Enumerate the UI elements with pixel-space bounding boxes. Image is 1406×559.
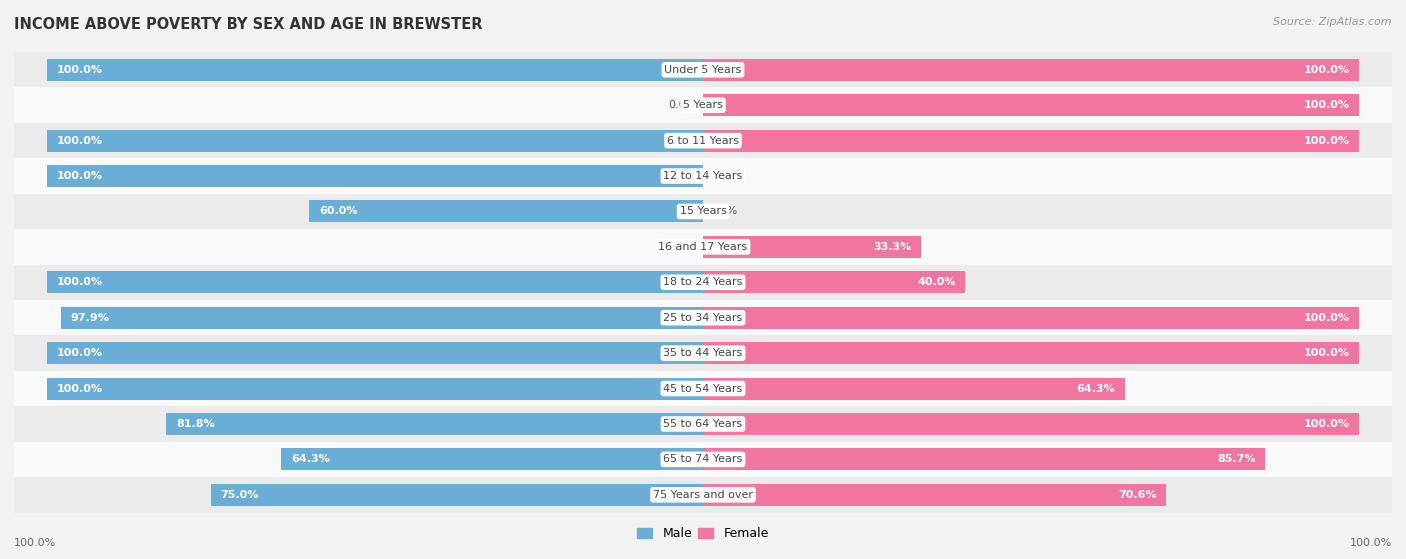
Text: 64.3%: 64.3% bbox=[291, 454, 329, 465]
Text: 0.0%: 0.0% bbox=[668, 242, 696, 252]
Text: 25 to 34 Years: 25 to 34 Years bbox=[664, 312, 742, 323]
Text: 100.0%: 100.0% bbox=[1350, 538, 1392, 548]
Text: 100.0%: 100.0% bbox=[56, 171, 103, 181]
Text: 45 to 54 Years: 45 to 54 Years bbox=[664, 383, 742, 394]
Bar bbox=[14, 88, 1392, 123]
Bar bbox=[309, 201, 703, 222]
Text: 5 Years: 5 Years bbox=[683, 100, 723, 110]
Text: 100.0%: 100.0% bbox=[56, 65, 103, 75]
Text: 64.3%: 64.3% bbox=[1077, 383, 1115, 394]
Bar bbox=[211, 484, 703, 506]
Bar bbox=[166, 413, 703, 435]
Text: 12 to 14 Years: 12 to 14 Years bbox=[664, 171, 742, 181]
Bar bbox=[46, 165, 703, 187]
Text: 100.0%: 100.0% bbox=[56, 348, 103, 358]
Bar bbox=[281, 448, 703, 470]
Bar bbox=[14, 300, 1392, 335]
Bar bbox=[46, 342, 703, 364]
Text: 0.0%: 0.0% bbox=[668, 100, 696, 110]
Text: 100.0%: 100.0% bbox=[1303, 348, 1350, 358]
Text: 100.0%: 100.0% bbox=[1303, 136, 1350, 146]
Bar bbox=[703, 130, 1360, 151]
Text: 81.8%: 81.8% bbox=[176, 419, 215, 429]
Text: 75.0%: 75.0% bbox=[221, 490, 259, 500]
Text: 100.0%: 100.0% bbox=[56, 277, 103, 287]
Legend: Male, Female: Male, Female bbox=[633, 522, 773, 545]
Text: 100.0%: 100.0% bbox=[1303, 419, 1350, 429]
Text: 100.0%: 100.0% bbox=[1303, 100, 1350, 110]
Text: 18 to 24 Years: 18 to 24 Years bbox=[664, 277, 742, 287]
Text: 97.9%: 97.9% bbox=[70, 312, 110, 323]
Text: 60.0%: 60.0% bbox=[319, 206, 357, 216]
Text: 100.0%: 100.0% bbox=[1303, 312, 1350, 323]
Bar bbox=[703, 271, 966, 293]
Bar bbox=[703, 413, 1360, 435]
Text: 70.6%: 70.6% bbox=[1118, 490, 1156, 500]
Text: 100.0%: 100.0% bbox=[56, 383, 103, 394]
Text: 15 Years: 15 Years bbox=[679, 206, 727, 216]
Bar bbox=[14, 335, 1392, 371]
Bar bbox=[703, 94, 1360, 116]
Text: 35 to 44 Years: 35 to 44 Years bbox=[664, 348, 742, 358]
Bar bbox=[14, 229, 1392, 264]
Bar bbox=[703, 307, 1360, 329]
Bar bbox=[14, 123, 1392, 158]
Bar bbox=[14, 406, 1392, 442]
Text: 55 to 64 Years: 55 to 64 Years bbox=[664, 419, 742, 429]
Bar bbox=[14, 158, 1392, 194]
Text: 65 to 74 Years: 65 to 74 Years bbox=[664, 454, 742, 465]
Text: Under 5 Years: Under 5 Years bbox=[665, 65, 741, 75]
Bar bbox=[46, 59, 703, 80]
Text: INCOME ABOVE POVERTY BY SEX AND AGE IN BREWSTER: INCOME ABOVE POVERTY BY SEX AND AGE IN B… bbox=[14, 17, 482, 32]
Text: 6 to 11 Years: 6 to 11 Years bbox=[666, 136, 740, 146]
Bar bbox=[703, 236, 921, 258]
Text: 75 Years and over: 75 Years and over bbox=[652, 490, 754, 500]
Bar bbox=[46, 130, 703, 151]
Text: 16 and 17 Years: 16 and 17 Years bbox=[658, 242, 748, 252]
Text: 0.0%: 0.0% bbox=[710, 206, 738, 216]
Bar bbox=[703, 342, 1360, 364]
Bar bbox=[14, 371, 1392, 406]
Bar bbox=[14, 194, 1392, 229]
Bar bbox=[60, 307, 703, 329]
Bar bbox=[703, 59, 1360, 80]
Text: 0.0%: 0.0% bbox=[710, 171, 738, 181]
Bar bbox=[46, 271, 703, 293]
Text: 100.0%: 100.0% bbox=[56, 136, 103, 146]
Text: 85.7%: 85.7% bbox=[1218, 454, 1256, 465]
Text: 33.3%: 33.3% bbox=[873, 242, 911, 252]
Bar bbox=[703, 377, 1125, 400]
Text: 100.0%: 100.0% bbox=[1303, 65, 1350, 75]
Bar bbox=[14, 264, 1392, 300]
Text: 100.0%: 100.0% bbox=[14, 538, 56, 548]
Bar bbox=[46, 377, 703, 400]
Text: Source: ZipAtlas.com: Source: ZipAtlas.com bbox=[1274, 17, 1392, 27]
Bar bbox=[703, 484, 1166, 506]
Text: 40.0%: 40.0% bbox=[917, 277, 956, 287]
Bar bbox=[703, 448, 1265, 470]
Bar bbox=[14, 52, 1392, 88]
Bar bbox=[14, 477, 1392, 513]
Bar bbox=[14, 442, 1392, 477]
